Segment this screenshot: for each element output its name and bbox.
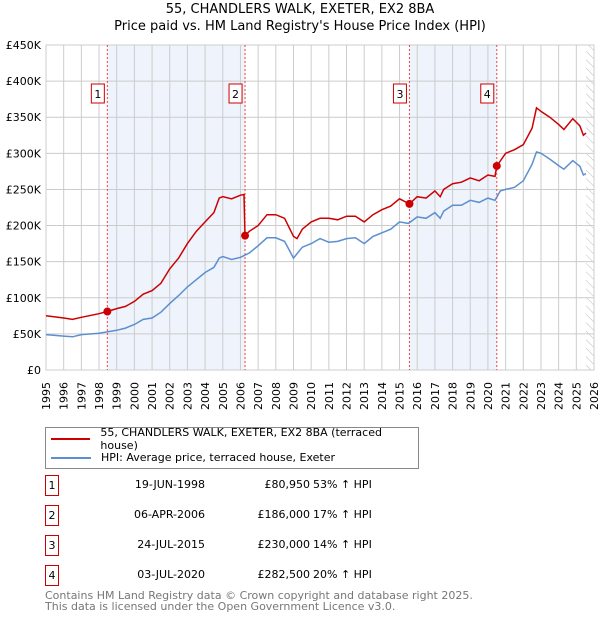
- sale-number: 4: [45, 565, 59, 586]
- x-tick-label: 2013: [358, 382, 371, 410]
- sale-date: 24-JUL-2015: [137, 538, 205, 551]
- footer: Contains HM Land Registry data © Crown c…: [45, 590, 473, 612]
- legend: 55, CHANDLERS WALK, EXETER, EX2 8BA (ter…: [45, 425, 419, 469]
- x-tick-label: 2009: [287, 382, 300, 410]
- x-tick-label: 2019: [464, 382, 477, 410]
- y-tick-label: £350K: [6, 111, 42, 124]
- sale-hpi: 53% ↑ HPI: [313, 478, 372, 491]
- legend-property-label: 55, CHANDLERS WALK, EXETER, EX2 8BA (ter…: [100, 425, 382, 452]
- sale-number: 1: [45, 475, 59, 496]
- x-tick-label: 2026: [588, 382, 600, 410]
- y-tick-label: £200K: [6, 220, 42, 233]
- x-tick-label: 2006: [234, 382, 247, 410]
- price-chart: 1995 1996 1997 1998 1999 2000 2001 2002 2003 2004…: [6, 39, 600, 410]
- sale-price: £230,000: [257, 538, 311, 551]
- sale-hpi: 20% ↑ HPI: [313, 568, 372, 581]
- sale-point: [405, 199, 414, 208]
- x-tick-label: 2020: [482, 382, 495, 410]
- x-tick-label: 1997: [75, 382, 88, 410]
- sale-date: 06-APR-2006: [133, 508, 205, 521]
- legend-hpi-line: [51, 456, 91, 459]
- x-tick-label: 1995: [40, 382, 53, 410]
- sale-label-box: [480, 83, 495, 104]
- x-tick-label: 2002: [164, 382, 177, 410]
- y-tick-label: £50K: [13, 328, 42, 341]
- sale-price: £282,500: [257, 568, 311, 581]
- sale-point: [492, 161, 501, 170]
- x-tick-label: 2015: [394, 382, 407, 410]
- x-tick-label: 2024: [553, 382, 566, 410]
- sale-number: 3: [45, 535, 59, 556]
- x-tick-label: 2010: [305, 382, 318, 410]
- x-tick-label: 2000: [128, 382, 141, 410]
- y-tick-label: £250K: [6, 183, 42, 196]
- x-tick-label: 2017: [429, 382, 442, 410]
- sale-hpi: 14% ↑ HPI: [313, 538, 372, 551]
- legend-hpi-label: HPI: Average price, terraced house, Exet…: [101, 451, 336, 464]
- x-tick-label: 2004: [199, 382, 212, 410]
- sale-label-box: [392, 83, 407, 104]
- legend-property-line: [51, 437, 91, 440]
- sale-price: £80,950: [264, 478, 311, 491]
- x-tick-label: 2018: [447, 382, 460, 410]
- y-tick-label: £0: [27, 364, 41, 377]
- x-tick-label: 2008: [270, 382, 283, 410]
- sale-label-box: [90, 83, 105, 104]
- x-tick-label: 2001: [146, 382, 159, 410]
- x-tick-label: 2023: [535, 382, 548, 410]
- sale-label: 3: [396, 88, 403, 101]
- hpi-line: [45, 150, 587, 338]
- x-tick-label: 1996: [58, 382, 71, 410]
- x-tick-label: 2025: [570, 382, 583, 410]
- shaded-period: [107, 45, 246, 370]
- x-tick-label: 1998: [93, 382, 106, 410]
- x-tick-label: 2014: [376, 382, 389, 410]
- chart-title: 55, CHANDLERS WALK, EXETER, EX2 8BA: [165, 2, 435, 17]
- y-tick-label: £450K: [6, 39, 42, 52]
- x-tick-label: 2021: [500, 382, 513, 410]
- sale-date: 03-JUL-2020: [137, 568, 205, 581]
- footer-line-1: Contains HM Land Registry data © Crown c…: [45, 589, 473, 602]
- footer-line-2: This data is licensed under the Open Gov…: [45, 600, 396, 613]
- y-tick-label: £150K: [6, 256, 42, 269]
- sale-label: 1: [94, 88, 101, 101]
- sale-point: [103, 307, 112, 316]
- x-tick-label: 2007: [252, 382, 265, 410]
- x-tick-label: 2011: [323, 382, 336, 410]
- sale-label: 4: [484, 88, 491, 101]
- sale-price: £186,000: [257, 508, 311, 521]
- sale-point: [241, 231, 250, 240]
- x-tick-label: 2016: [411, 382, 424, 410]
- x-tick-label: 1999: [111, 382, 124, 410]
- x-tick-label: 2012: [341, 382, 354, 410]
- sale-date: 19-JUN-1998: [134, 478, 205, 491]
- x-tick-label: 2003: [181, 382, 194, 410]
- y-tick-label: £300K: [6, 147, 42, 160]
- sale-label-box: [228, 83, 243, 104]
- x-tick-label: 2005: [217, 382, 230, 410]
- sale-number: 2: [45, 505, 59, 526]
- plot-frame: [45, 44, 595, 371]
- sale-hpi: 17% ↑ HPI: [313, 508, 372, 521]
- x-tick-label: 2022: [517, 382, 530, 410]
- property-line: [45, 106, 587, 321]
- forecast-hatch: [586, 45, 594, 370]
- chart-subtitle: Price paid vs. HM Land Registry's House …: [114, 19, 486, 34]
- y-tick-label: £100K: [6, 292, 42, 305]
- y-tick-label: £400K: [6, 75, 42, 88]
- sale-label: 2: [232, 88, 239, 101]
